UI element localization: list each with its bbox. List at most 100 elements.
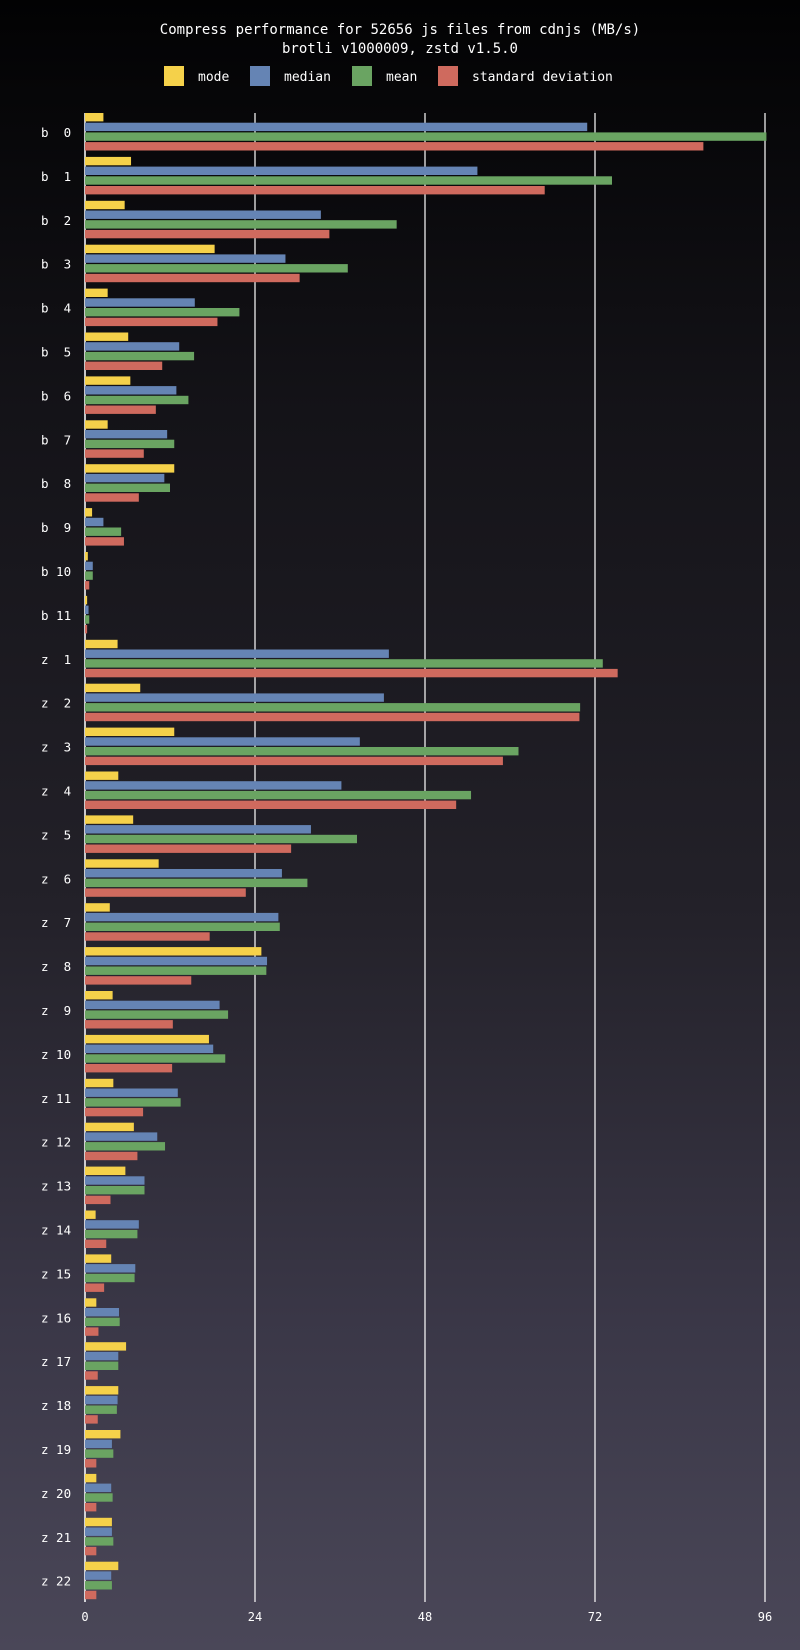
bar-group-z15: [85, 1254, 136, 1292]
bar-mode: [85, 244, 215, 254]
bar-group-z7: [85, 903, 280, 941]
category-label: b 11: [41, 608, 71, 623]
legend-item-mode: mode: [164, 66, 229, 86]
bar-standard-deviation: [85, 1590, 97, 1600]
category-label: z 12: [41, 1135, 71, 1150]
bar-mode: [85, 1122, 134, 1132]
category-label: z 14: [41, 1223, 71, 1238]
bar-mode: [85, 1561, 119, 1571]
bar-group-z3: [85, 727, 519, 766]
category-label: z 10: [41, 1047, 71, 1062]
category-label: b 4: [41, 301, 71, 316]
bar-median: [85, 517, 104, 527]
bar-mode: [85, 947, 262, 956]
category-label: b 8: [41, 476, 71, 491]
bar-mean: [85, 308, 240, 317]
bars: [85, 113, 767, 1600]
bar-mean: [85, 176, 612, 185]
bar-median: [85, 1044, 214, 1053]
bar-group-z2: [85, 683, 581, 722]
bar-mode: [85, 1254, 112, 1263]
bar-mode: [85, 332, 129, 341]
bar-median: [85, 210, 321, 219]
bar-mean: [85, 1581, 112, 1590]
bar-standard-deviation: [85, 1327, 99, 1336]
bar-mode: [85, 200, 125, 210]
legend: mode median mean standard deviation: [164, 66, 613, 86]
bar-standard-deviation: [85, 1283, 105, 1292]
bar-mean: [85, 703, 581, 712]
gridlines: [84, 113, 766, 1602]
bar-group-z4: [85, 771, 472, 809]
bar-mode: [85, 1166, 126, 1175]
bar-mode: [85, 1034, 209, 1044]
bar-median: [85, 430, 168, 439]
bar-median: [85, 956, 268, 966]
bar-median: [85, 1308, 119, 1317]
bar-mean: [85, 878, 308, 888]
category-label: z 13: [41, 1179, 71, 1194]
legend-swatch: [438, 66, 458, 86]
bar-group-z22: [85, 1561, 119, 1600]
bar-standard-deviation: [85, 1415, 98, 1424]
category-label: z 5: [41, 827, 71, 842]
category-label: b 6: [41, 388, 71, 403]
bar-standard-deviation: [85, 1151, 138, 1161]
bar-mode: [85, 727, 175, 736]
bar-group-z5: [85, 815, 357, 853]
legend-swatch: [164, 66, 184, 86]
bar-mode: [85, 508, 93, 517]
bar-median: [85, 1439, 112, 1449]
bar-median: [85, 649, 389, 658]
bar-median: [85, 1220, 139, 1229]
bar-mode: [85, 288, 108, 297]
bar-group-b1: [85, 156, 612, 195]
bar-mean: [85, 1449, 114, 1458]
bar-group-z21: [85, 1517, 114, 1556]
bar-mean: [85, 1361, 119, 1370]
bar-mean: [85, 615, 90, 624]
legend-label: mean: [386, 70, 417, 85]
category-label: b 2: [41, 213, 71, 228]
bar-mode: [85, 1430, 121, 1439]
bar-mean: [85, 483, 170, 492]
bar-mean: [85, 571, 93, 580]
bar-standard-deviation: [85, 1503, 97, 1512]
bar-median: [85, 298, 195, 307]
bar-median: [85, 1132, 158, 1141]
bar-group-z6: [85, 859, 308, 897]
bar-standard-deviation: [85, 712, 580, 722]
bar-standard-deviation: [85, 493, 139, 502]
bar-standard-deviation: [85, 186, 545, 195]
bar-mean: [85, 1493, 113, 1502]
category-label: z 4: [41, 784, 71, 799]
legend-swatch: [352, 66, 372, 86]
bar-mode: [85, 1473, 97, 1483]
bar-mode: [85, 552, 88, 561]
bar-median: [85, 166, 478, 175]
bar-standard-deviation: [85, 142, 704, 151]
bar-mode: [85, 1078, 114, 1088]
bar-median: [85, 122, 588, 132]
bar-group-b9: [85, 508, 124, 546]
category-label: z 1: [41, 652, 71, 667]
bar-mean: [85, 966, 267, 975]
bar-mean: [85, 1537, 114, 1546]
legend-swatch: [250, 66, 270, 86]
bar-standard-deviation: [85, 449, 144, 458]
bar-median: [85, 605, 89, 614]
bar-mode: [85, 859, 159, 868]
bar-group-z17: [85, 1342, 127, 1380]
bar-mean: [85, 132, 767, 141]
bar-group-z13: [85, 1166, 145, 1205]
bar-mean: [85, 1186, 145, 1195]
bar-group-b3: [85, 244, 348, 283]
bar-group-z1: [85, 639, 618, 678]
bar-mean: [85, 922, 280, 931]
bar-median: [85, 561, 93, 571]
bar-median: [85, 781, 342, 790]
category-label: z 21: [41, 1530, 71, 1545]
category-label: z 22: [41, 1574, 71, 1589]
bar-median: [85, 1351, 119, 1361]
bar-standard-deviation: [85, 1195, 111, 1205]
